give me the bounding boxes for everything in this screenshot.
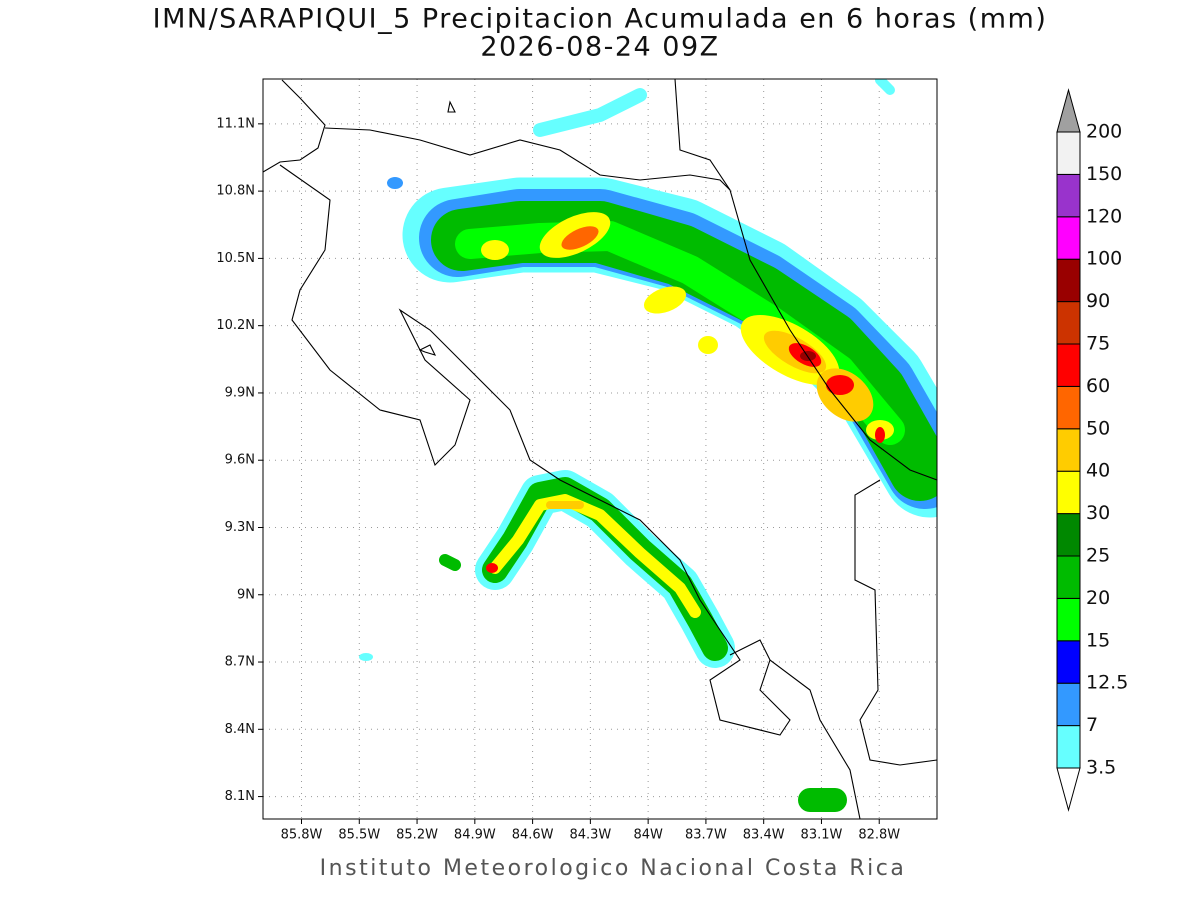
title: IMN/SARAPIQUI_5 Precipitacion Acumulada …	[153, 4, 1048, 35]
coastline	[263, 79, 937, 819]
colorbar-box	[1056, 258, 1081, 303]
x-tick-label: 84W	[633, 828, 663, 843]
colorbar-label: 15	[1086, 629, 1110, 651]
y-tick-label: 8.4N	[225, 722, 255, 737]
colorbar-label: 100	[1086, 248, 1122, 270]
colorbar-box	[1056, 513, 1081, 557]
colorbar-label: 150	[1086, 163, 1122, 185]
x-tick-label: 83.4W	[743, 828, 785, 843]
colorbar-label: 20	[1086, 587, 1110, 609]
colorbar-label: 40	[1086, 460, 1110, 482]
colorbar-box	[1056, 640, 1081, 684]
y-tick-label: 8.1N	[225, 789, 255, 804]
colorbar: 3.5 7 12.5 15 20 25 30 40 50 60 75 90 100 120 150 200	[1056, 88, 1128, 812]
y-tick-label: 9.3N	[225, 520, 255, 535]
subtitle: 2026-08-24 09Z	[480, 32, 719, 63]
colorbar-label: 60	[1086, 375, 1110, 397]
footer: Instituto Meteorologico Nacional Costa R…	[320, 856, 907, 881]
precip-field	[359, 79, 937, 812]
colorbar-box	[1056, 343, 1081, 387]
colorbar-box	[1056, 725, 1081, 769]
colorbar-box	[1056, 131, 1081, 175]
colorbar-box	[1056, 555, 1081, 599]
x-tick-label: 84.3W	[569, 828, 611, 843]
y-tick-label: 8.7N	[225, 655, 255, 670]
colorbar-box	[1056, 216, 1081, 260]
y-tick-label: 10.5N	[216, 251, 255, 266]
colorbar-label: 25	[1086, 545, 1110, 567]
colorbar-label: 75	[1086, 333, 1110, 355]
colorbar-label: 12.5	[1086, 672, 1128, 694]
colorbar-label: 3.5	[1086, 757, 1116, 779]
y-tick-label: 10.8N	[216, 184, 255, 199]
x-tick-label: 82.8W	[858, 828, 900, 843]
y-tick-label: 11.1N	[216, 116, 255, 131]
colorbar-under	[1056, 767, 1081, 812]
colorbar-box	[1056, 682, 1081, 727]
colorbar-box	[1056, 597, 1081, 642]
x-tick-label: 85.5W	[338, 828, 380, 843]
x-tick-label: 85.8W	[281, 828, 323, 843]
colorbar-box	[1056, 173, 1081, 218]
x-tick-label: 83.1W	[801, 828, 843, 843]
colorbar-label: 120	[1086, 205, 1122, 227]
colorbar-over	[1056, 88, 1081, 133]
x-tick-label: 85.2W	[396, 828, 438, 843]
x-tick-label: 84.6W	[512, 828, 554, 843]
colorbar-label: 200	[1086, 121, 1122, 143]
ticks: 85.8W 85.5W 85.2W 84.9W 84.6W 84.3W 84W 83.7W 83…	[216, 116, 900, 842]
y-tick-label: 9N	[237, 587, 255, 602]
y-tick-label: 10.2N	[216, 318, 255, 333]
y-tick-label: 9.9N	[225, 385, 255, 400]
colorbar-label: 50	[1086, 417, 1110, 439]
colorbar-label: 90	[1086, 290, 1110, 312]
y-tick-label: 9.6N	[225, 453, 255, 468]
map-frame	[262, 78, 938, 820]
colorbar-box	[1056, 428, 1081, 472]
colorbar-box	[1056, 385, 1081, 430]
colorbar-box	[1056, 470, 1081, 515]
x-tick-label: 83.7W	[685, 828, 727, 843]
colorbar-label: 30	[1086, 502, 1110, 524]
x-tick-label: 84.9W	[454, 828, 496, 843]
colorbar-label: 7	[1086, 714, 1098, 736]
colorbar-box	[1056, 301, 1081, 345]
